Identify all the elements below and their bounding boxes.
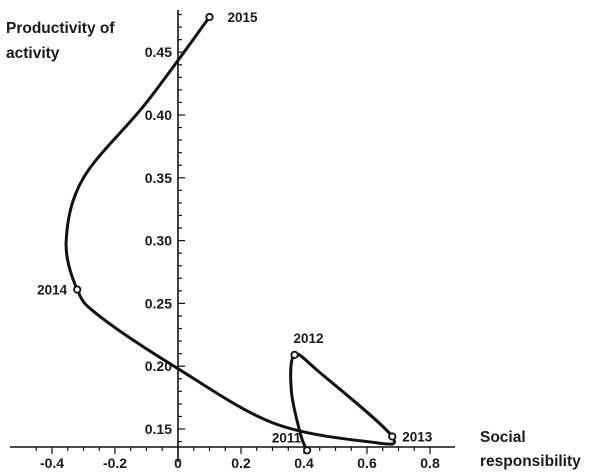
x-tick-label: 0 <box>174 455 182 471</box>
year-label-2011: 2011 <box>272 430 302 445</box>
x-tick-label: -0.4 <box>40 455 64 471</box>
year-label-2013: 2013 <box>402 430 433 445</box>
year-point-2014 <box>73 285 82 294</box>
year-label-2012: 2012 <box>294 331 324 346</box>
y-tick-label: 0.15 <box>145 421 172 437</box>
y-tick-label: 0.20 <box>145 358 172 374</box>
ticks: -0.4 -0.2 0 0.2 0.4 0.6 0.8 0.15 0.20 0.25 0.30 0.3… <box>35 13 440 471</box>
year-label-2014: 2014 <box>37 283 68 298</box>
y-tick-label: 0.40 <box>145 107 172 123</box>
x-tick-label: 0.4 <box>294 455 314 471</box>
axis-titles: Productivity of activity Social responsi… <box>6 20 581 470</box>
x-tick-label: 0.6 <box>357 455 377 471</box>
year-point-2015 <box>205 12 214 22</box>
x-tick-label: -0.2 <box>103 455 127 471</box>
year-point-2012 <box>290 350 299 359</box>
x-tick-label: 0.8 <box>420 455 440 471</box>
trajectory-curve <box>64 16 396 451</box>
y-tick-label: 0.45 <box>145 44 172 60</box>
axes <box>10 10 455 462</box>
x-axis-title-line1: Social <box>480 429 526 446</box>
year-point-2011 <box>303 446 312 455</box>
x-axis-title-line2: responsibility <box>480 453 581 470</box>
y-tick-label: 0.30 <box>145 233 172 249</box>
y-axis-title-line2: activity <box>6 45 60 62</box>
y-axis-title-line1: Productivity of <box>6 20 115 37</box>
y-tick-label: 0.25 <box>145 295 172 311</box>
year-label-2015: 2015 <box>228 10 259 25</box>
y-tick-label: 0.35 <box>145 170 172 186</box>
year-markers: 2011 2012 2013 2014 2015 <box>37 10 433 455</box>
x-tick-label: 0.2 <box>231 455 251 471</box>
year-point-2013 <box>388 432 397 441</box>
